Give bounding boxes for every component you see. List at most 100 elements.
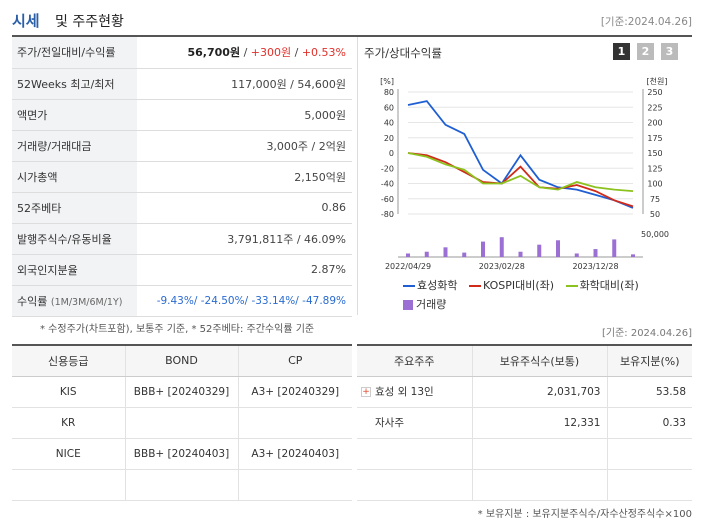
y-tick-label-right: 150 [647, 149, 662, 158]
row-value: 3,000주 / 2억원 [137, 130, 352, 162]
table-row: 거래량/거래대금 3,000주 / 2억원 [12, 130, 352, 162]
y-tick-label-right: 250 [647, 88, 662, 97]
table-row: 52Weeks 최고/최저 117,000원 / 54,600원 [12, 68, 352, 100]
section-title: 시세 [12, 12, 40, 30]
volume-bar [481, 241, 485, 257]
volume-bar [556, 240, 560, 257]
volume-bar [406, 253, 410, 257]
y-tick-label-left: 20 [384, 134, 394, 143]
chart-page-1-button[interactable]: 1 [613, 43, 630, 60]
row-value: 117,000원 / 54,600원 [137, 68, 352, 100]
section-header: 시세 및 주주현황 [기준:2024.04.26] [12, 8, 692, 32]
y-tick-label-left: -40 [381, 180, 394, 189]
y-tick-label-right: 125 [647, 164, 662, 173]
footnote-date: [기준: 2024.04.26] [601, 328, 692, 339]
column-header: 신용등급 [12, 345, 125, 377]
price-change: +300원 [250, 46, 292, 60]
row-label: 주가/전일대비/수익률 [12, 37, 137, 69]
credit-rating-table: 신용등급 BOND CP KIS BBB+ [20240329] A3+ [202403… [12, 344, 352, 501]
column-header: 보유지분(%) [606, 345, 692, 377]
table-row: 시가총액 2,150억원 [12, 161, 352, 193]
base-date: [기준:2024.04.26] [600, 16, 692, 28]
y-tick-label-left: -60 [381, 195, 394, 204]
table-row: 액면가 5,000원 [12, 99, 352, 131]
row-value: 56,700원 / +300원 / +0.53% [137, 37, 352, 69]
volume-bar [518, 251, 523, 257]
column-header: CP [237, 345, 352, 377]
legend-item: 화학대비(좌) [565, 277, 639, 293]
column-header: 보유주식수(보통) [471, 345, 607, 377]
y-axis-unit-left: [%] [380, 77, 394, 86]
column-header: BOND [124, 345, 238, 377]
expand-icon[interactable]: + [361, 387, 371, 397]
current-price: 56,700원 [187, 46, 241, 60]
series-line [407, 152, 634, 208]
row-value: 0.86 [137, 192, 352, 224]
column-header: 주요주주 [357, 345, 472, 377]
volume-bar [631, 254, 635, 257]
row-label: 52Weeks 최고/최저 [12, 68, 137, 100]
table-row: + 효성 외 13인 2,031,703 53.58 [357, 376, 692, 408]
header-divider [12, 35, 692, 37]
volume-bar [499, 237, 504, 257]
table-row: 발행주식수/유동비율 3,791,811주 / 46.09% [12, 223, 352, 255]
y-tick-label-left: 80 [384, 88, 394, 97]
chart-title: 주가/상대수익률 [364, 46, 442, 60]
row-value: 2,150억원 [137, 161, 352, 193]
chart-page-3-button[interactable]: 3 [661, 43, 678, 60]
table-row: 52주베타 0.86 [12, 192, 352, 224]
y-tick-label-right: 200 [647, 119, 662, 128]
section-subtitle: 및 주주현황 [55, 14, 124, 30]
footnote: * 수정주가(차트포함), 보통주 기준, * 52주베타: 주간수익률 기준 [40, 324, 315, 335]
y-axis-unit-right: [천원] [647, 76, 668, 86]
table-row: 외국인지분율 2.87% [12, 254, 352, 286]
y-tick-label-right: 50 [650, 210, 660, 219]
volume-bar [443, 247, 448, 257]
y-tick-label-left: -20 [381, 164, 394, 173]
table-row: 수익률 (1M/3M/6M/1Y) -9.43%/ -24.50%/ -33.1… [12, 285, 352, 317]
table-row: KIS BBB+ [20240329] A3+ [20240329] [12, 376, 352, 408]
row-value: 3,791,811주 / 46.09% [137, 223, 352, 255]
table-row: KR [12, 407, 352, 439]
row-label: 발행주식수/유동비율 [12, 223, 137, 255]
legend-item: 효성화학 [403, 277, 457, 293]
chart-legend: 효성화학 KOSPI대비(좌) 화학대비(좌) 거래량 [403, 277, 647, 312]
row-value: 5,000원 [137, 99, 352, 131]
row-value: 2.87% [137, 254, 352, 286]
y-tick-label-right: 75 [650, 195, 660, 204]
volume-bar [462, 252, 467, 257]
y-tick-label-left: -80 [381, 210, 394, 219]
row-label-sub: (1M/3M/6M/1Y) [50, 296, 123, 308]
table-row: 주가/전일대비/수익률 56,700원 / +300원 / +0.53% [12, 37, 352, 69]
volume-max-label: 50,000 [641, 230, 669, 239]
table-row [12, 469, 352, 501]
volume-bar [424, 251, 429, 257]
table-row [357, 469, 692, 501]
series-line [407, 100, 634, 209]
row-label: 거래량/거래대금 [12, 130, 137, 162]
row-label: 수익률 (1M/3M/6M/1Y) [12, 285, 137, 317]
row-value: -9.43%/ -24.50%/ -33.14%/ -47.89% [137, 285, 352, 317]
y-tick-label-left: 40 [384, 119, 394, 128]
table-row [357, 438, 692, 470]
chart-page-2-button[interactable]: 2 [637, 43, 654, 60]
volume-bar [593, 249, 598, 257]
price-chart: [%] [천원] 80 250 60 225 40 200 20 175 0 150 -20 125 -40… [380, 76, 669, 271]
y-tick-label-left: 0 [389, 149, 394, 158]
series-line [407, 152, 634, 192]
x-tick-label: 2023/12/28 [572, 262, 618, 271]
x-tick-label: 2022/04/29 [385, 262, 431, 271]
table-row: 자사주 12,331 0.33 [357, 407, 692, 439]
y-tick-label-right: 100 [647, 180, 662, 189]
volume-bar [537, 244, 542, 257]
return-rate: +0.53% [301, 46, 346, 60]
legend-item: KOSPI대비(좌) [468, 277, 554, 293]
row-label: 52주베타 [12, 192, 137, 224]
row-label: 액면가 [12, 99, 137, 131]
volume-bar [574, 253, 579, 257]
table-row: NICE BBB+ [20240403] A3+ [20240403] [12, 438, 352, 470]
y-tick-label-right: 175 [647, 134, 662, 143]
row-label: 시가총액 [12, 161, 137, 193]
shareholder-name: 자사주 [357, 407, 472, 439]
y-tick-label-left: 60 [384, 103, 394, 112]
